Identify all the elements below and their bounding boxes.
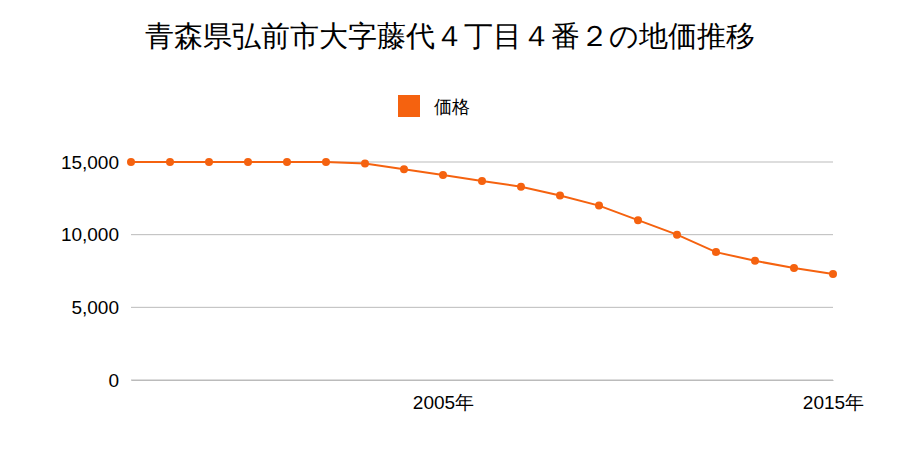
y-tick: 15,000 — [61, 152, 131, 173]
marker — [595, 202, 603, 210]
x-tick: 2005年 — [413, 380, 474, 413]
marker — [751, 257, 759, 265]
marker — [244, 158, 252, 166]
marker — [556, 191, 564, 199]
legend-label: 価格 — [434, 96, 470, 117]
grid-line — [131, 234, 833, 235]
marker — [517, 183, 525, 191]
y-tick-label: 15,000 — [61, 152, 119, 173]
title: 青森県弘前市大字藤代４丁目４番２の地価推移 — [145, 19, 755, 53]
legend: 価格 — [398, 95, 470, 117]
marker — [166, 158, 174, 166]
grid — [131, 162, 833, 380]
marker — [283, 158, 291, 166]
legend-swatch — [398, 95, 420, 117]
chart: 青森県弘前市大字藤代４丁目４番２の地価推移 0 5,000 10,000 15,000 2… — [0, 0, 900, 450]
legend-item: 価格 — [398, 95, 470, 117]
line — [131, 162, 833, 274]
grid-line — [131, 307, 833, 308]
marker — [439, 171, 447, 179]
x-axis: 2005年 2015年 — [132, 380, 865, 413]
y-axis-line — [131, 163, 132, 381]
y-tick: 10,000 — [61, 224, 131, 245]
marker — [322, 158, 330, 166]
y-tick: 5,000 — [71, 297, 131, 318]
marker — [400, 165, 408, 173]
y-tick-label: 0 — [108, 370, 119, 391]
marker — [790, 264, 798, 272]
x-tick: 2015年 — [803, 380, 864, 413]
plot-area — [127, 158, 837, 278]
marker — [127, 158, 135, 166]
x-tick-label: 2015年 — [803, 392, 864, 413]
x-tick-label: 2005年 — [413, 392, 474, 413]
marker — [673, 231, 681, 239]
marker — [634, 216, 642, 224]
marker — [712, 248, 720, 256]
x-axis-line — [132, 380, 834, 381]
marker — [478, 177, 486, 185]
grid-line — [131, 380, 833, 381]
y-tick-label: 10,000 — [61, 224, 119, 245]
y-tick-label: 5,000 — [71, 297, 119, 318]
marker — [205, 158, 213, 166]
y-axis: 0 5,000 10,000 15,000 — [61, 152, 132, 391]
marker — [361, 159, 369, 167]
y-tick: 0 — [108, 370, 131, 391]
marker — [829, 270, 837, 278]
